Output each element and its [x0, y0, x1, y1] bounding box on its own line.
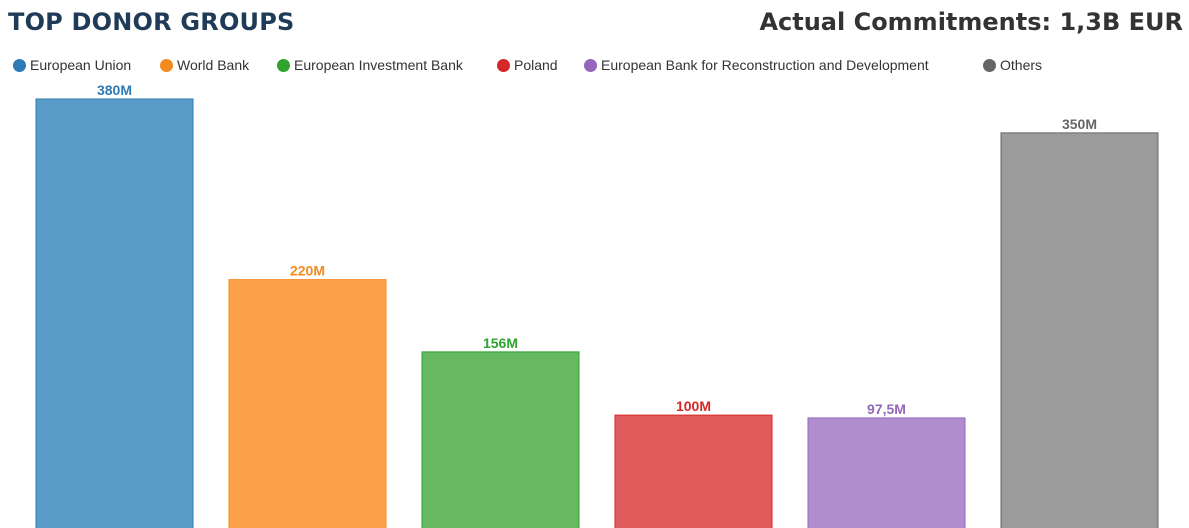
bar-value-label-european-union: 380M [97, 82, 132, 98]
legend-swatch [277, 58, 290, 72]
legend-item-ebrd[interactable]: European Bank for Reconstruction and Dev… [584, 57, 929, 73]
bar-value-label-poland: 100M [676, 398, 711, 414]
legend-label: World Bank [177, 57, 250, 73]
bar-ebrd[interactable] [807, 417, 966, 528]
bar-european-investment-bank[interactable] [421, 351, 580, 528]
legend-swatch [584, 58, 597, 72]
bar-value-label-world-bank: 220M [290, 263, 325, 279]
bar-others[interactable] [1000, 132, 1159, 528]
legend-label: European Bank for Reconstruction and Dev… [601, 57, 929, 73]
bar-world-bank[interactable] [228, 279, 387, 528]
chart-legend: European Union World Bank European Inves… [0, 57, 1189, 77]
legend-swatch [13, 58, 26, 72]
legend-item-european-investment-bank[interactable]: European Investment Bank [277, 57, 463, 73]
bar-european-union[interactable] [35, 98, 194, 528]
bar-poland[interactable] [614, 414, 773, 528]
legend-item-poland[interactable]: Poland [497, 57, 558, 73]
legend-swatch [497, 58, 510, 72]
bar-value-label-european-investment-bank: 156M [483, 335, 518, 351]
legend-item-others[interactable]: Others [983, 57, 1042, 73]
legend-swatch [983, 58, 996, 72]
legend-label: European Union [30, 57, 132, 73]
chart-title: TOP DONOR GROUPS [8, 8, 295, 36]
legend-item-european-union[interactable]: European Union [13, 57, 131, 73]
bar-value-label-others: 350M [1062, 116, 1097, 132]
legend-label: Others [1000, 57, 1043, 73]
legend-item-world-bank[interactable]: World Bank [160, 57, 249, 73]
legend-swatch [160, 58, 173, 72]
bar-value-label-ebrd: 97,5M [867, 401, 906, 417]
legend-label: Poland [514, 57, 558, 73]
actual-commitments-total: Actual Commitments: 1,3B EUR [759, 8, 1183, 36]
legend-label: European Investment Bank [294, 57, 463, 73]
chart-header: TOP DONOR GROUPS Actual Commitments: 1,3… [0, 0, 1189, 50]
